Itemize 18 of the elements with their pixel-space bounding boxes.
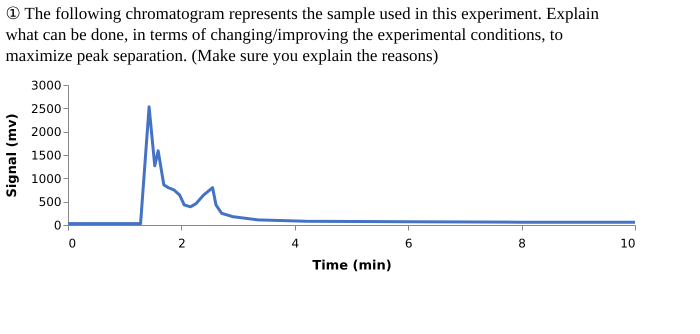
x-tick-label: 8	[518, 236, 526, 250]
x-axis-title: Time (min)	[312, 258, 392, 274]
text: maximize peak separation. (Make sure you explain the reasons)	[5, 46, 438, 65]
x-tick-label: 10	[620, 236, 636, 250]
y-tick-label: 500	[38, 195, 62, 210]
x-tick-label: 0	[68, 236, 76, 250]
y-axis-title: Signal (mv)	[4, 113, 20, 198]
y-tick-label: 1000	[30, 172, 62, 186]
x-tick-label: 4	[291, 236, 300, 250]
y-tick-label: 2500	[30, 102, 62, 116]
text: ① The following chromatogram represents the sample used in this experiment. Explain	[5, 4, 599, 23]
text: what can be done, in terms of changing/improving the experimental conditions, to	[5, 25, 564, 44]
x-tick-label: 6	[404, 236, 413, 250]
y-tick-label: 2000	[30, 125, 62, 140]
y-tick-label: 0	[54, 218, 62, 232]
x-tick-label: 2	[178, 236, 186, 250]
y-tick-label: 1500	[30, 148, 62, 162]
y-tick-label: 3000	[30, 78, 62, 92]
